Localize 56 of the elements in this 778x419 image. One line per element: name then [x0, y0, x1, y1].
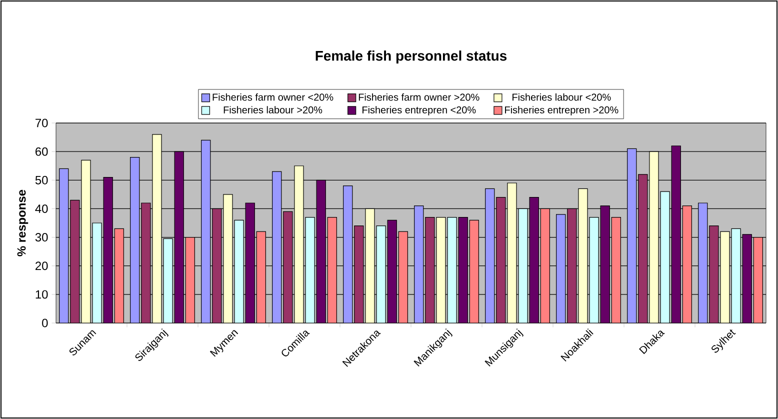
bar — [387, 220, 397, 323]
bar — [130, 156, 140, 323]
bar — [114, 228, 124, 323]
bar — [709, 226, 719, 323]
bar — [316, 180, 326, 323]
legend-label: Fisheries labour >20% — [224, 106, 322, 114]
bar — [611, 216, 621, 323]
bar — [141, 202, 151, 323]
y-tick-label: 70 — [36, 118, 48, 128]
bar — [556, 214, 566, 323]
bar — [753, 236, 763, 323]
legend-label: Fisheries farm owner >20% — [358, 93, 480, 101]
bar — [698, 202, 708, 323]
legend-label: Fisheries labour <20% — [512, 93, 611, 101]
chart-title: Female fish personnel status — [316, 50, 507, 64]
bar — [103, 176, 113, 323]
bar — [627, 148, 637, 323]
legend-label: Fisheries farm owner <20% — [212, 93, 334, 101]
bar — [245, 202, 255, 323]
y-tick-label: 40 — [35, 204, 48, 213]
legend-label: Fisheries entrepren <20% — [362, 106, 476, 116]
bar — [682, 206, 692, 323]
bar — [496, 196, 506, 323]
bar — [742, 234, 752, 323]
bar — [174, 151, 184, 323]
bar — [414, 206, 424, 323]
bar — [212, 208, 222, 323]
bar — [354, 226, 364, 323]
bar — [600, 206, 610, 323]
bar — [343, 186, 353, 323]
bar — [185, 236, 195, 323]
bar — [59, 168, 69, 323]
bar — [469, 220, 479, 323]
y-tick-label: 0 — [42, 318, 48, 328]
bar — [283, 211, 293, 323]
bar — [567, 208, 577, 323]
bar — [327, 216, 337, 323]
bar — [458, 216, 468, 323]
bar — [70, 200, 80, 323]
y-axis-title: % response — [17, 190, 28, 256]
bar — [201, 140, 211, 323]
y-tick-label: 60 — [36, 147, 48, 156]
y-tick-label: 20 — [36, 262, 48, 270]
bar — [529, 196, 539, 323]
y-tick-label: 30 — [35, 233, 48, 242]
bar — [540, 208, 550, 323]
bar — [425, 216, 435, 323]
bar — [485, 188, 495, 323]
legend-label: Fisheries entrepren >20% — [505, 106, 618, 116]
bar — [256, 231, 266, 323]
bar — [398, 231, 408, 323]
bar — [638, 174, 648, 323]
y-tick-label: 50 — [35, 176, 48, 184]
bar — [272, 171, 282, 323]
y-tick-label: 10 — [36, 290, 48, 299]
bar — [671, 146, 681, 323]
